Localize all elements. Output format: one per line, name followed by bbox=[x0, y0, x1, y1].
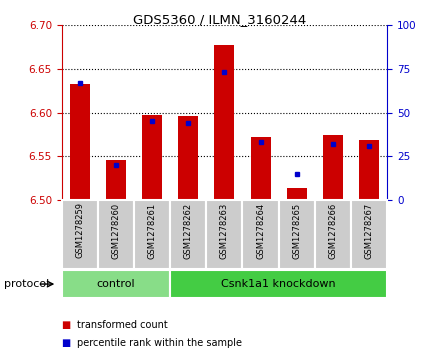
Text: GSM1278260: GSM1278260 bbox=[111, 203, 121, 258]
Text: GSM1278266: GSM1278266 bbox=[328, 203, 337, 259]
Text: GSM1278261: GSM1278261 bbox=[147, 203, 157, 258]
Text: GSM1278263: GSM1278263 bbox=[220, 203, 229, 259]
Bar bbox=[214, 45, 235, 200]
Bar bbox=[351, 200, 387, 269]
Bar bbox=[98, 200, 134, 269]
Text: GSM1278267: GSM1278267 bbox=[365, 203, 374, 259]
Bar bbox=[178, 116, 198, 200]
Bar bbox=[62, 200, 98, 269]
Text: protocol: protocol bbox=[4, 279, 50, 289]
Bar bbox=[323, 135, 343, 200]
Bar bbox=[170, 200, 206, 269]
Bar bbox=[170, 270, 387, 298]
Bar bbox=[106, 160, 126, 200]
Bar bbox=[62, 270, 170, 298]
Bar bbox=[242, 200, 279, 269]
Bar bbox=[142, 115, 162, 200]
Text: ■: ■ bbox=[62, 320, 71, 330]
Bar bbox=[206, 200, 242, 269]
Text: percentile rank within the sample: percentile rank within the sample bbox=[77, 338, 242, 348]
Bar bbox=[70, 84, 90, 200]
Bar bbox=[251, 137, 271, 200]
Text: control: control bbox=[96, 279, 135, 289]
Bar bbox=[279, 200, 315, 269]
Text: GDS5360 / ILMN_3160244: GDS5360 / ILMN_3160244 bbox=[133, 13, 307, 26]
Bar bbox=[359, 140, 379, 200]
Text: transformed count: transformed count bbox=[77, 320, 168, 330]
Text: GSM1278265: GSM1278265 bbox=[292, 203, 301, 258]
Text: ■: ■ bbox=[62, 338, 71, 348]
Text: GSM1278262: GSM1278262 bbox=[184, 203, 193, 258]
Text: GSM1278259: GSM1278259 bbox=[75, 203, 84, 258]
Bar bbox=[287, 188, 307, 200]
Bar bbox=[134, 200, 170, 269]
Text: GSM1278264: GSM1278264 bbox=[256, 203, 265, 258]
Bar bbox=[315, 200, 351, 269]
Text: Csnk1a1 knockdown: Csnk1a1 knockdown bbox=[221, 279, 336, 289]
